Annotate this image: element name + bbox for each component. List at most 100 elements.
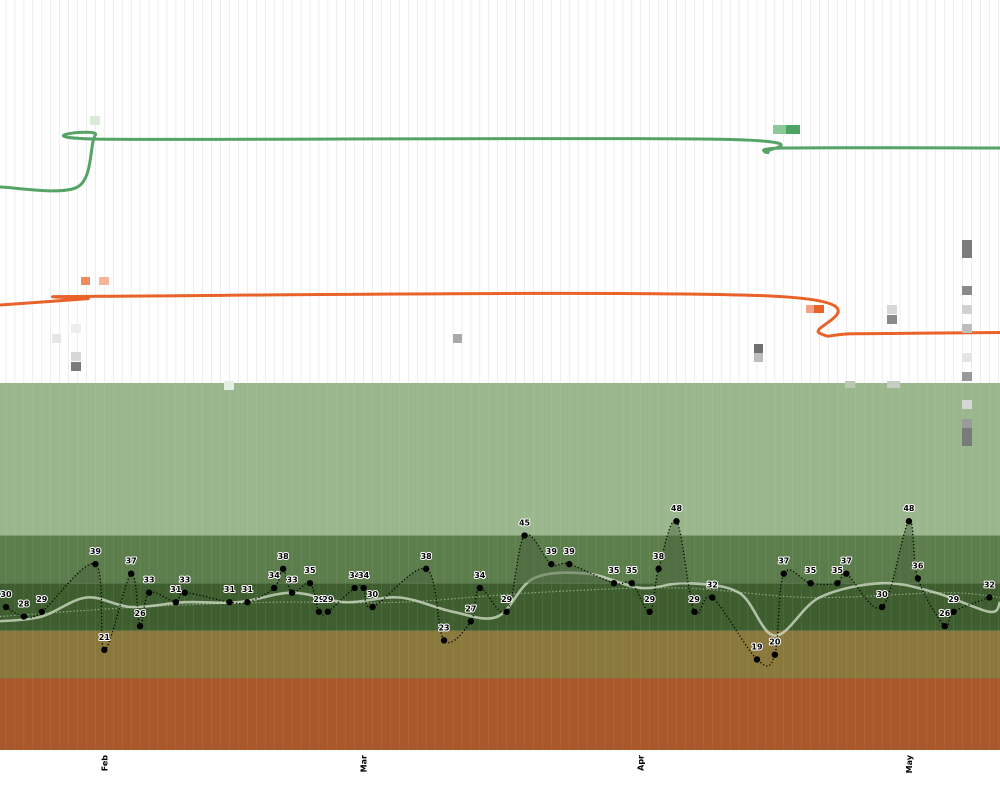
vertical-gridlines: [5, 0, 999, 750]
heat-tile: [806, 305, 818, 313]
data-label: 39: [564, 547, 576, 556]
data-label: 30: [0, 590, 12, 599]
data-point: [244, 599, 251, 606]
heat-tile: [71, 324, 81, 333]
data-label: 33: [287, 576, 298, 585]
heat-tile: [845, 381, 855, 388]
month-label-may: May: [905, 754, 914, 773]
data-point: [905, 518, 913, 525]
data-point: [360, 584, 367, 592]
x-axis: Feb Mar Apr May: [100, 754, 914, 773]
data-point: [145, 589, 153, 596]
month-label-feb: Feb: [100, 755, 109, 772]
data-point: [476, 584, 484, 592]
heat-tile: [962, 400, 972, 409]
data-label: 27: [465, 604, 476, 613]
background-bands: [0, 383, 1000, 750]
data-point: [181, 589, 188, 596]
lower-series: [0, 519, 1000, 667]
data-point: [467, 618, 475, 625]
data-point: [92, 560, 99, 568]
data-point: [950, 608, 957, 615]
data-point: [271, 584, 278, 592]
data-point: [38, 608, 45, 615]
data-point: [753, 656, 761, 663]
data-label: 34: [474, 571, 486, 580]
band-3: [0, 630, 1000, 679]
data-point: [655, 565, 662, 573]
data-label: 39: [546, 547, 558, 556]
data-label: 32: [707, 580, 718, 589]
data-label: 37: [841, 557, 852, 566]
data-label: 29: [36, 595, 48, 604]
data-point: [20, 613, 28, 620]
data-point: [878, 603, 886, 611]
heat-tile: [754, 344, 763, 353]
data-label: 32: [984, 580, 995, 589]
heat-tile: [962, 324, 972, 333]
heat-tile: [754, 353, 763, 362]
heat-tile: [786, 125, 800, 134]
data-point: [422, 565, 430, 573]
heat-tile: [962, 305, 972, 314]
heat-tile: [224, 381, 234, 390]
data-point: [610, 579, 618, 587]
data-point: [288, 589, 296, 596]
data-label: 26: [939, 609, 951, 618]
band-1: [0, 535, 1000, 584]
data-label: 21: [99, 633, 111, 642]
heat-tile: [962, 372, 972, 381]
data-label: 28: [18, 600, 30, 609]
data-point: [351, 584, 358, 592]
month-label-mar: Mar: [360, 755, 369, 772]
data-point: [834, 579, 841, 587]
month-label-apr: Apr: [637, 755, 646, 771]
heat-tile: [52, 334, 61, 343]
data-point: [306, 579, 314, 587]
data-point: [136, 622, 144, 630]
data-label: 30: [367, 590, 379, 599]
data-point: [548, 560, 555, 568]
data-point: [566, 560, 573, 568]
data-label: 38: [421, 552, 433, 561]
smooth-series-line: [0, 571, 1000, 637]
data-label: 20: [769, 638, 781, 647]
band-0: [0, 383, 1000, 536]
data-point: [127, 570, 135, 577]
heat-tile: [90, 116, 100, 125]
data-label: 35: [608, 566, 620, 575]
data-label: 33: [143, 576, 154, 585]
data-point: [2, 603, 10, 611]
data-point: [521, 532, 528, 539]
data-point: [709, 594, 716, 601]
data-point: [315, 608, 323, 615]
heat-tile: [814, 305, 824, 313]
data-label: 35: [626, 566, 638, 575]
data-point: [986, 594, 993, 601]
data-label: 29: [689, 595, 701, 604]
data-label: 29: [322, 595, 334, 604]
heat-tile: [887, 381, 900, 388]
data-label: 31: [242, 585, 254, 594]
data-label: 29: [644, 595, 656, 604]
data-point: [440, 637, 448, 644]
data-point: [780, 570, 787, 577]
data-label: 35: [805, 566, 817, 575]
data-point: [941, 622, 948, 630]
data-label: 38: [278, 552, 290, 561]
heat-tile: [81, 277, 90, 285]
data-label: 29: [313, 595, 325, 604]
data-label: 33: [179, 576, 190, 585]
data-point: [324, 608, 332, 615]
heat-tile: [962, 419, 972, 428]
data-point: [628, 579, 635, 587]
data-point: [646, 608, 653, 615]
heat-tile: [453, 334, 462, 343]
data-label: 48: [903, 504, 915, 513]
data-label: 30: [877, 590, 889, 599]
data-point: [279, 565, 287, 573]
data-point: [101, 646, 108, 654]
data-point: [503, 608, 510, 615]
data-label: 23: [438, 623, 449, 632]
